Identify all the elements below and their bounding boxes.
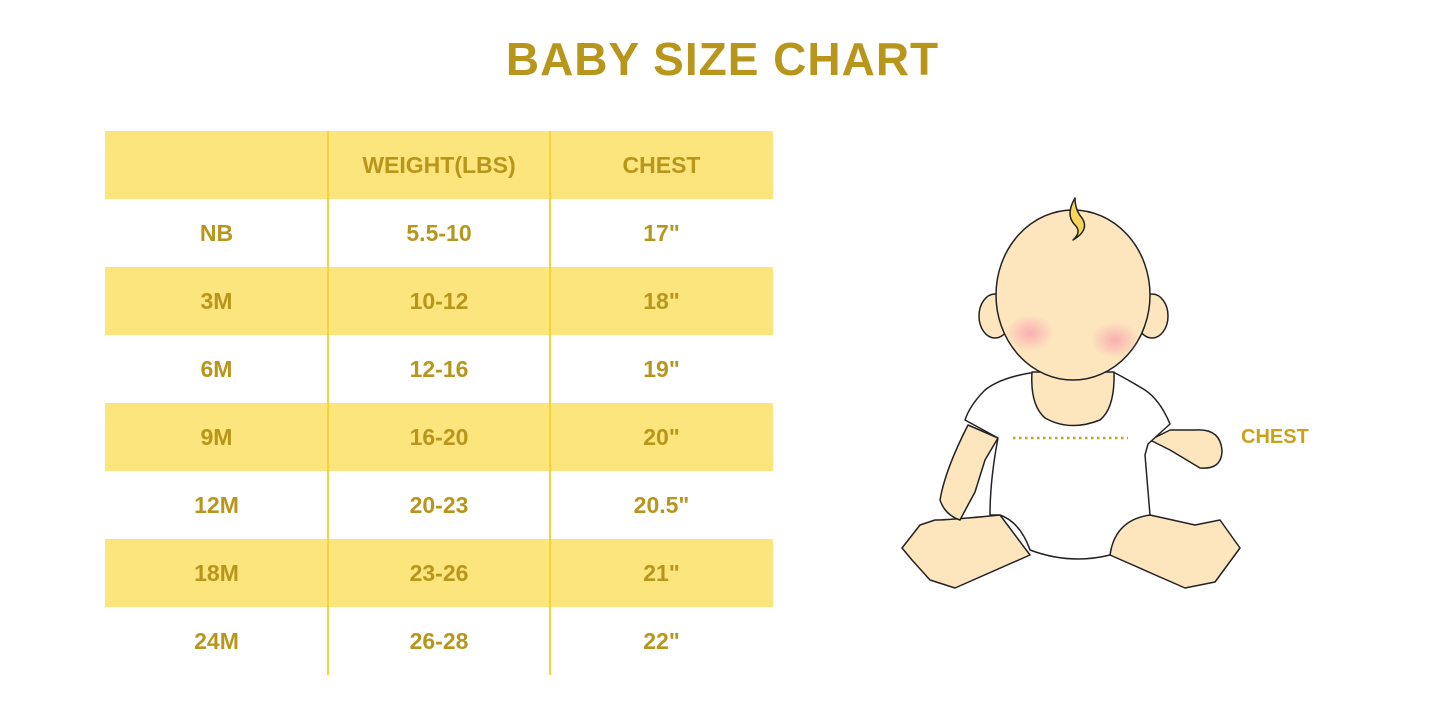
table-row: NB 5.5-10 17" (105, 199, 773, 267)
size-cell: 12M (194, 491, 239, 518)
chest-label: CHEST (1241, 426, 1309, 448)
chest-cell: 18" (643, 287, 680, 314)
size-cell: NB (199, 219, 234, 246)
size-cell: 9M (200, 423, 233, 450)
size-cell: 24M (194, 627, 239, 654)
weight-cell: 10-12 (409, 287, 469, 314)
size-table: WEIGHT(LBS) CHEST NB 5.5-10 17" 3M 10-12 18" 6… (105, 131, 773, 675)
chest-cell: 17" (643, 219, 680, 246)
chest-cell: 20.5" (633, 491, 690, 518)
column-divider (327, 131, 329, 675)
header-cell: CHEST (622, 151, 701, 178)
table-row: 18M 23-26 21" (105, 539, 773, 607)
header-cell: WEIGHT(LBS) (362, 151, 516, 178)
chest-cell: 22" (643, 627, 680, 654)
weight-cell: 26-28 (409, 627, 469, 654)
page-title: BABY SIZE CHART (505, 33, 940, 85)
size-cell: 6M (200, 355, 233, 382)
column-divider (549, 131, 551, 675)
table-header-row: WEIGHT(LBS) CHEST (105, 131, 773, 199)
table-row: 3M 10-12 18" (105, 267, 773, 335)
weight-cell: 23-26 (409, 559, 469, 586)
table-row: 9M 16-20 20" (105, 403, 773, 471)
chest-cell: 21" (643, 559, 680, 586)
chest-cell: 20" (643, 423, 680, 450)
weight-cell: 5.5-10 (406, 219, 472, 246)
weight-cell: 16-20 (409, 423, 469, 450)
weight-cell: 20-23 (409, 491, 469, 518)
table-row: 12M 20-23 20.5" (105, 471, 773, 539)
weight-cell: 12-16 (409, 355, 469, 382)
size-cell: 18M (194, 559, 239, 586)
table-row: 24M 26-28 22" (105, 607, 773, 675)
size-cell: 3M (200, 287, 233, 314)
table-row: 6M 12-16 19" (105, 335, 773, 403)
chest-cell: 19" (643, 355, 680, 382)
